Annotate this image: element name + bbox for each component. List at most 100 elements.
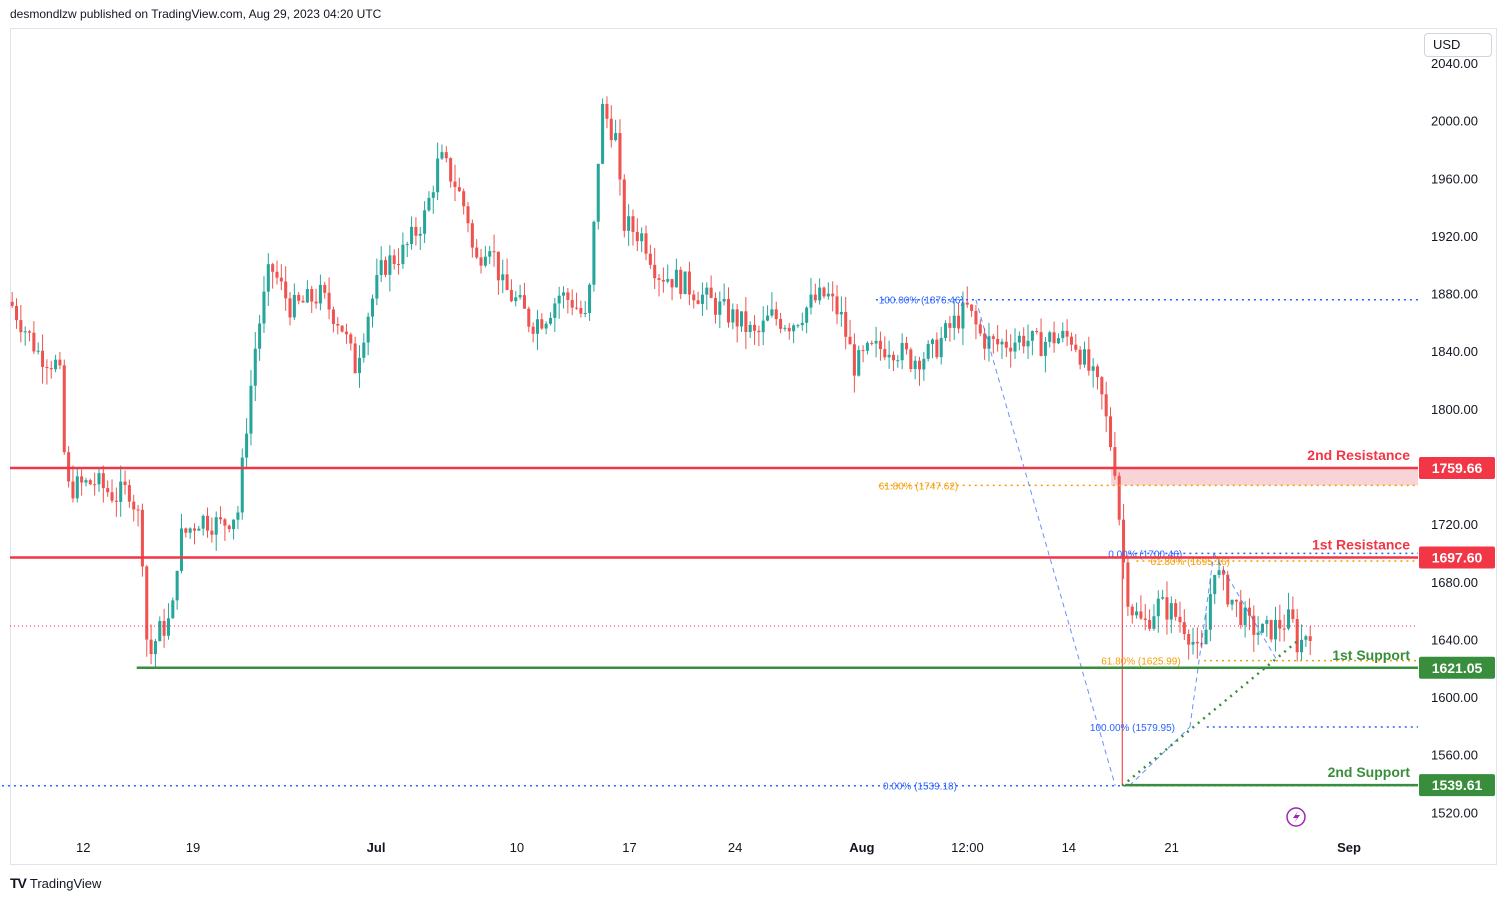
candle-body: [787, 327, 791, 332]
candle-body: [696, 300, 700, 304]
candle-body: [1208, 594, 1212, 630]
candle-body: [718, 301, 722, 315]
candle-body: [1039, 332, 1043, 356]
candle-body: [1169, 603, 1173, 620]
x-tick-label: 12: [76, 840, 90, 855]
candle-body: [49, 368, 53, 370]
candle-body: [1234, 599, 1238, 602]
candle-body: [110, 492, 114, 501]
candle-body: [913, 360, 917, 370]
candle-body: [1078, 349, 1082, 365]
candle-body: [423, 210, 427, 234]
candle-body: [987, 336, 991, 349]
price-tag: [1419, 457, 1495, 480]
candle-body: [857, 350, 861, 376]
candle-body: [1043, 341, 1047, 356]
y-tick-label: 1520.00: [1431, 805, 1478, 820]
price-tag: [1419, 656, 1495, 679]
tradingview-logo-icon: TV: [10, 875, 27, 891]
candle-body: [1247, 607, 1251, 616]
candle-body: [514, 297, 518, 302]
candle-body: [292, 294, 296, 318]
candle-body: [566, 292, 570, 300]
candle-body: [1026, 340, 1030, 347]
candle-body: [874, 340, 878, 344]
candle-body: [1252, 615, 1256, 635]
candle-body: [1191, 641, 1195, 645]
candle-body: [153, 641, 157, 655]
candle-body: [1304, 636, 1308, 640]
price-tag: [1419, 774, 1495, 797]
candle-body: [1174, 603, 1178, 617]
candle-body: [305, 289, 309, 303]
currency-selector[interactable]: USD: [1424, 33, 1492, 57]
candle-body: [870, 342, 874, 344]
candle-body: [123, 481, 127, 486]
candle-body: [1130, 606, 1134, 616]
candle-body: [266, 264, 270, 292]
y-tick-label: 2000.00: [1431, 114, 1478, 129]
candle-body: [327, 292, 331, 310]
candle-body: [1135, 611, 1139, 616]
candle-body: [744, 311, 748, 333]
price-tag-label: 1697.60: [1432, 549, 1483, 565]
candle-body: [1052, 332, 1056, 344]
candle-body: [692, 294, 696, 301]
candle-body: [1017, 335, 1021, 343]
x-tick-label: 19: [186, 840, 200, 855]
candle-body: [1182, 622, 1186, 635]
candle-body: [891, 354, 895, 361]
candle-body: [140, 509, 144, 567]
candle-body: [735, 309, 739, 327]
candle-body: [575, 307, 579, 309]
lightning-icon[interactable]: [1286, 807, 1306, 827]
candle-body: [1204, 629, 1208, 645]
candle-body: [731, 309, 735, 323]
candle-body: [596, 163, 600, 222]
price-tag-label: 1539.61: [1432, 777, 1483, 793]
candle-body: [562, 292, 566, 296]
candle-body: [192, 528, 197, 531]
candle-body: [58, 359, 62, 366]
candle-body: [570, 299, 574, 308]
level-name: 2nd Support: [1328, 764, 1411, 780]
candle-body: [522, 295, 526, 309]
candle-body: [635, 231, 639, 242]
candle-body: [71, 481, 75, 499]
candle-body: [149, 639, 153, 655]
candle-body: [618, 133, 622, 180]
candle-body: [1287, 609, 1291, 629]
candle-body: [687, 271, 691, 295]
candle-body: [1048, 332, 1052, 342]
chart-frame[interactable]: [10, 28, 1497, 865]
candle-body: [1295, 619, 1299, 653]
candle-body: [996, 338, 1000, 345]
candle-body: [1000, 341, 1004, 345]
lightning-bolt-icon: [1293, 811, 1300, 823]
candle-body: [839, 311, 843, 315]
candle-body: [114, 500, 118, 502]
tradingview-logo[interactable]: TV TradingView: [10, 875, 101, 891]
candle-body: [449, 158, 453, 182]
candle-body: [80, 476, 84, 483]
y-tick-label: 1680.00: [1431, 575, 1478, 590]
candle-body: [1035, 331, 1039, 333]
fib-level-label: 0.00% (1539.18): [883, 782, 957, 793]
candle-body: [605, 103, 609, 119]
candle-body: [1013, 342, 1017, 352]
candle-body: [670, 279, 674, 288]
candle-body: [344, 331, 348, 335]
candle-body: [444, 152, 448, 159]
candle-body: [1213, 574, 1217, 595]
candle-body: [227, 525, 231, 530]
fib-connector: [1213, 553, 1278, 661]
candle-body: [779, 319, 783, 329]
y-tick-label: 1920.00: [1431, 229, 1478, 244]
candle-body: [1143, 618, 1147, 620]
candle-body: [1187, 634, 1191, 645]
candle-body: [397, 264, 401, 266]
candle-body: [796, 325, 800, 327]
candle-body: [818, 287, 822, 301]
candle-body: [965, 302, 969, 305]
